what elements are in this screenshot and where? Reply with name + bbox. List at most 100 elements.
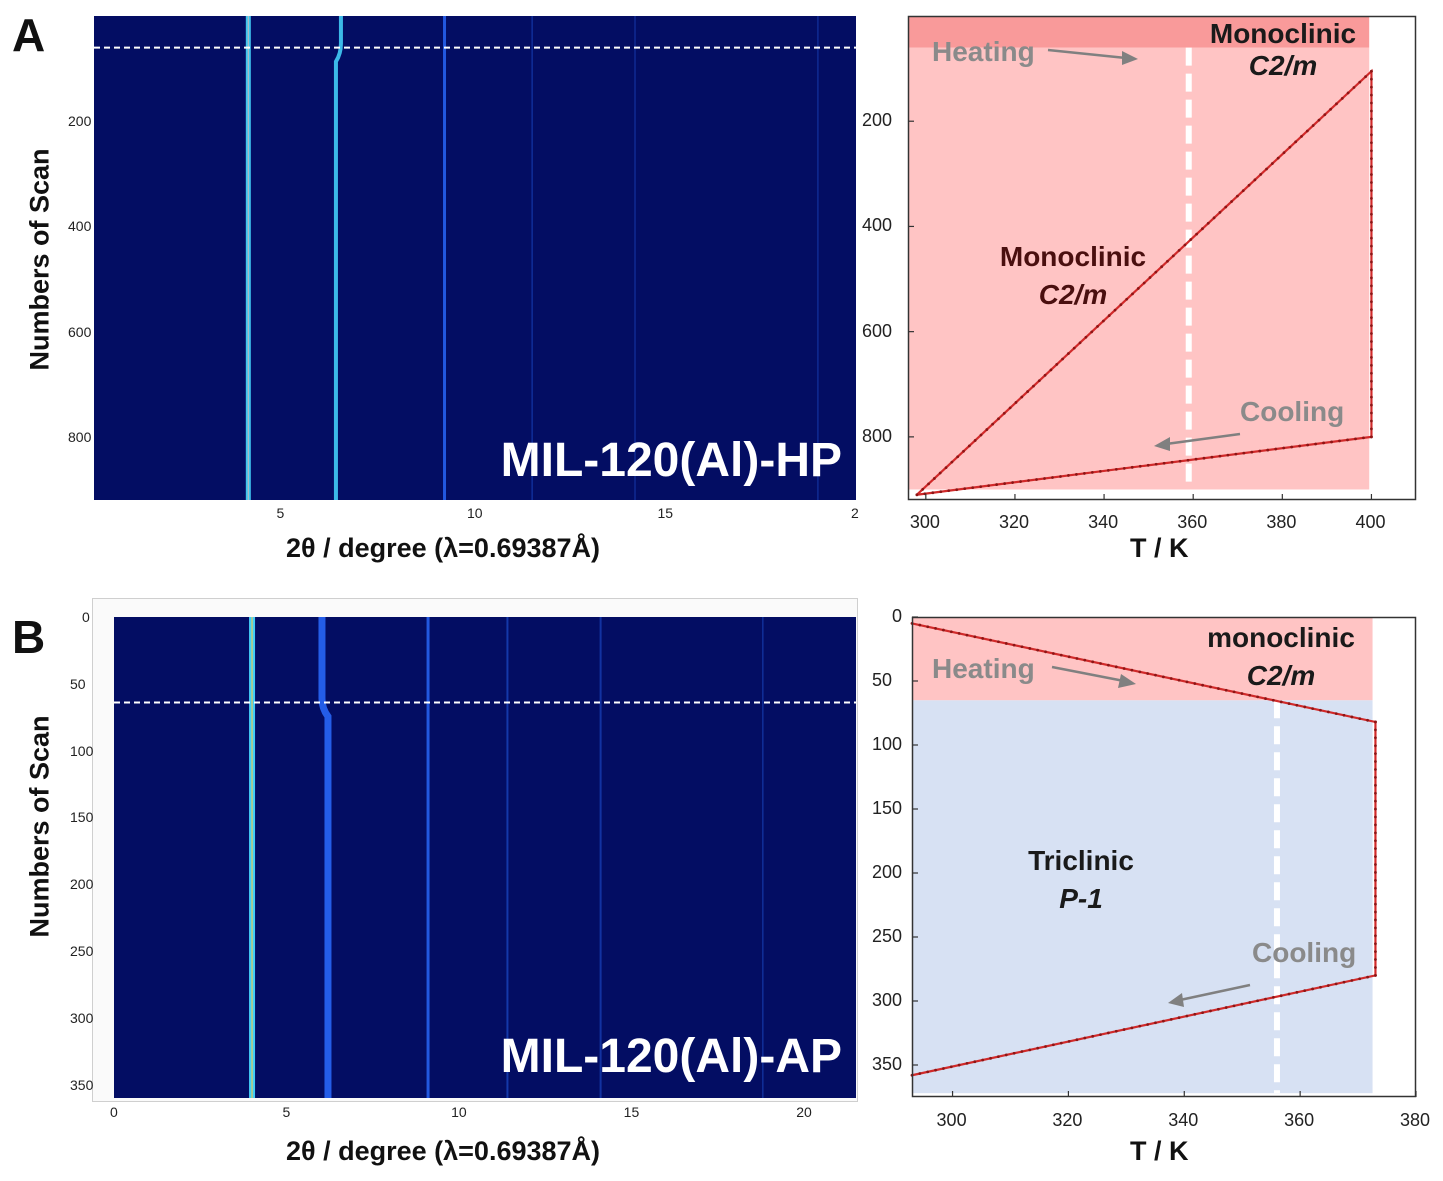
temp-b-marker-2-16 (1374, 839, 1377, 843)
temp-a-marker-1-69 (1311, 124, 1315, 127)
temp-a-marker-2-41 (1370, 387, 1373, 391)
temp-a-marker-2-1 (1370, 69, 1373, 73)
temp-b-marker-3-18 (1240, 1002, 1244, 1006)
temp-a-marker-3-31 (1130, 465, 1134, 469)
temp-b-marker-3-52 (973, 1060, 977, 1064)
temp-b-cooling-arrowhead (1168, 993, 1184, 1007)
temp-a-marker-2-15 (1370, 181, 1373, 184)
temp-b-marker-1-16 (1028, 647, 1032, 650)
temp-b-marker-3-32 (1130, 1026, 1134, 1030)
temp-b-marker-3-6 (1334, 982, 1338, 986)
x-axis-title-a: 2θ / degree (λ=0.69387Å) (286, 533, 601, 563)
heatmap-b-xtick-5: 20 (796, 1104, 812, 1120)
temp-b-marker-2-4 (1374, 744, 1377, 748)
temp-b-marker-2-2 (1374, 728, 1377, 732)
temp-b-marker-1-39 (1209, 685, 1212, 689)
temp-a-ytick-4: 800 (862, 425, 893, 446)
temp-a-marker-1-54 (1224, 205, 1228, 209)
panel-label-b: B (12, 611, 46, 663)
temp-a-marker-2-17 (1370, 197, 1373, 200)
temp-a-marker-2-26 (1370, 268, 1373, 272)
temp-b-marker-1-26 (1106, 663, 1110, 667)
temp-a-marker-1-22 (1037, 379, 1041, 383)
temp-a-marker-1-30 (1084, 335, 1088, 339)
temp-a-marker-3-9 (1306, 443, 1310, 447)
temp-b-marker-3-20 (1224, 1006, 1228, 1009)
heating-label-b: Heating (932, 653, 1035, 684)
temp-b-cooling-arrow (1179, 983, 1251, 1002)
temp-a-marker-2-21 (1370, 228, 1373, 232)
temp-b-marker-1-17 (1036, 648, 1040, 652)
temp-a-xtick-3: 340 (1088, 512, 1119, 532)
temp-a-marker-3-41 (1051, 476, 1054, 479)
temp-a-marker-1-18 (1014, 401, 1018, 404)
temp-a-marker-3-50 (979, 485, 983, 489)
temp-b-marker-3-30 (1146, 1023, 1150, 1026)
x-axis-title-temp-b: T / K (1130, 1136, 1189, 1166)
temp-b-marker-3-51 (981, 1058, 985, 1062)
temp-b-marker-1-38 (1201, 683, 1205, 687)
temp-b-marker-2-30 (1374, 950, 1377, 954)
temp-a-marker-1-52 (1212, 216, 1216, 220)
temp-a-marker-2-11 (1370, 149, 1373, 153)
temp-b-marker-1-8 (965, 633, 969, 637)
temp-a-marker-1-20 (1026, 390, 1030, 393)
temp-a-marker-3-18 (1234, 452, 1238, 456)
temp-a-marker-1-40 (1142, 281, 1146, 285)
temp-a-marker-2-10 (1370, 141, 1373, 145)
temp-a-marker-3-25 (1178, 459, 1182, 463)
temp-a-marker-1-77 (1358, 80, 1362, 84)
temp-b-marker-2-8 (1374, 776, 1377, 779)
temp-b-marker-1-9 (973, 635, 977, 639)
temp-a-marker-1-25 (1055, 363, 1059, 366)
temp-b-heating-arrow (1051, 665, 1125, 683)
temp-a-marker-3-46 (1011, 481, 1015, 484)
temp-a-marker-3-22 (1202, 456, 1206, 460)
temp-a-marker-3-1 (1370, 435, 1373, 439)
temp-a-marker-3-38 (1074, 473, 1078, 476)
temp-a-marker-1-64 (1282, 151, 1286, 155)
temp-a-marker-1-74 (1340, 96, 1344, 100)
temp-b-ytick-3: 100 (872, 734, 903, 754)
temp-b-marker-3-46 (1020, 1050, 1024, 1053)
temp-a-marker-3-14 (1266, 448, 1270, 452)
temp-a-marker-1-8 (956, 455, 960, 459)
temp-b-marker-1-36 (1185, 680, 1189, 684)
temp-a-marker-2-16 (1370, 189, 1373, 192)
phase-top-group-a: C2/m (1248, 50, 1318, 81)
temp-a-marker-2-35 (1370, 340, 1373, 343)
temp-a-marker-3-36 (1090, 471, 1094, 474)
temp-a-marker-2-40 (1370, 379, 1373, 383)
temp-b-marker-1-56 (1342, 713, 1346, 717)
temp-a-marker-2-31 (1370, 308, 1373, 312)
temp-a-cooling-arrow (1165, 432, 1241, 446)
temp-a-marker-1-65 (1288, 145, 1292, 149)
temp-a-marker-3-29 (1146, 463, 1150, 467)
temp-a-marker-1-60 (1259, 172, 1263, 176)
temp-a-ytick-1: 200 (862, 110, 893, 131)
temp-a-marker-1-53 (1218, 211, 1222, 214)
temp-b-marker-3-1 (1374, 974, 1377, 977)
temp-a-marker-1-76 (1352, 86, 1356, 89)
temp-b-xtick-2: 320 (1052, 1110, 1083, 1130)
temp-b-marker-1-44 (1248, 693, 1252, 697)
temp-b-marker-3-48 (1004, 1053, 1008, 1057)
temp-a-marker-1-59 (1253, 178, 1257, 182)
temp-b-marker-1-2 (918, 623, 922, 627)
temp-a-marker-2-6 (1370, 109, 1373, 113)
temp-a-marker-3-26 (1170, 460, 1174, 464)
temp-a-marker-2-24 (1370, 252, 1373, 256)
temp-b-ytick-1: 0 (892, 606, 903, 626)
temp-b-marker-1-43 (1240, 692, 1244, 695)
temp-a-marker-3-11 (1290, 445, 1294, 449)
temp-a-marker-1-13 (985, 428, 989, 431)
heatmap-a: MIL-120(Al)-HP (94, 16, 856, 500)
temp-a-marker-2-37 (1370, 355, 1373, 359)
temp-b-marker-2-10 (1374, 791, 1377, 795)
heatmap-b-peak-2 (318, 617, 332, 1098)
temp-a-xtick-5: 380 (1266, 512, 1297, 532)
temp-b-marker-1-10 (981, 637, 985, 640)
temp-b-marker-2-23 (1374, 894, 1377, 898)
temp-a-marker-2-12 (1370, 157, 1373, 161)
temp-b-marker-1-52 (1311, 707, 1315, 710)
